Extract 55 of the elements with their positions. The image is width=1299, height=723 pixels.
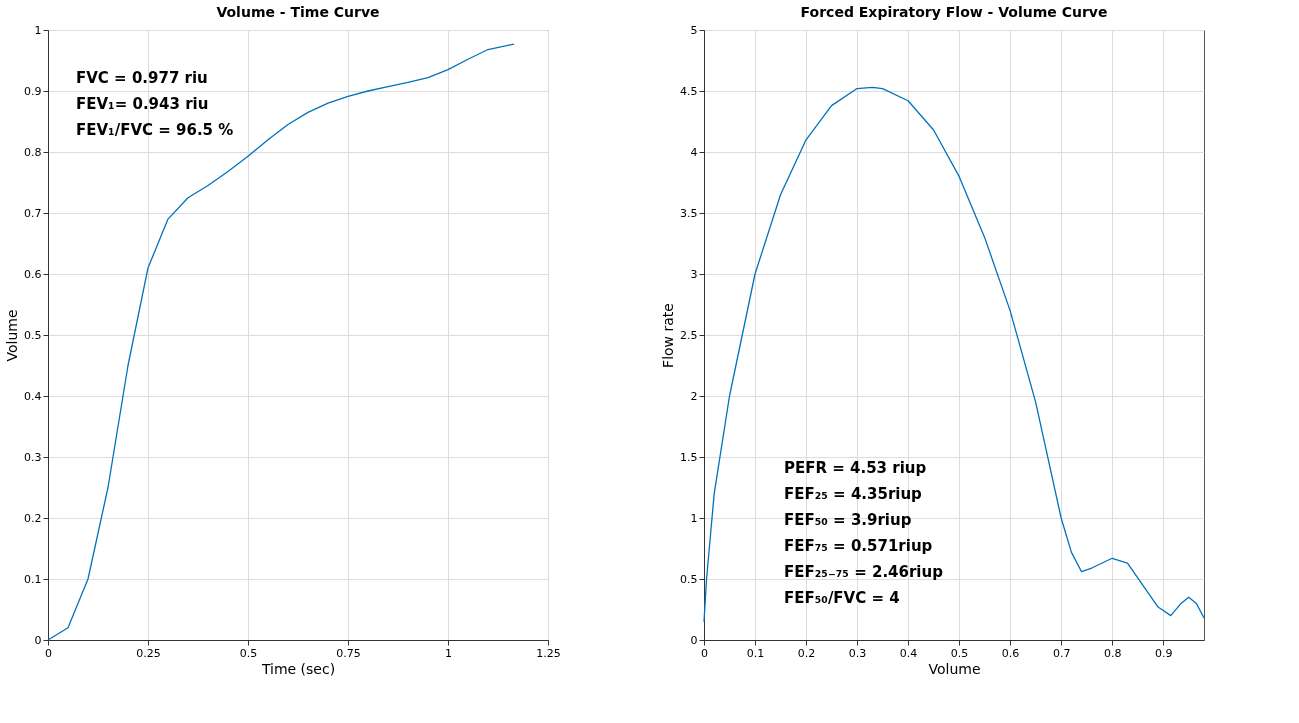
y-tick-label: 1 xyxy=(690,511,698,525)
y-tick-label: 1.5 xyxy=(680,450,698,464)
y-tick-label: 0 xyxy=(690,633,698,647)
y-tick-label: 0.8 xyxy=(24,145,42,159)
y-tick-label: 1 xyxy=(34,23,42,37)
x-tick-label: 0.9 xyxy=(1154,646,1173,660)
y-tick-label: 0.3 xyxy=(24,450,42,464)
x-tick-label: 0.6 xyxy=(1001,646,1020,660)
y-tick-label: 0.5 xyxy=(680,572,698,586)
annotation: FEV₁/FVC = 96.5 % xyxy=(76,121,234,139)
x-tick-label: 0.1 xyxy=(746,646,765,660)
chart-title: Volume - Time Curve xyxy=(216,4,380,20)
x-tick-label: 0.7 xyxy=(1052,646,1071,660)
x-tick-label: 1 xyxy=(445,646,452,660)
y-tick-label: 3 xyxy=(690,267,698,281)
y-tick-label: 2.5 xyxy=(680,328,698,342)
annotation: FEF₂₅ = 4.35riup xyxy=(784,485,923,503)
x-tick-label: 0.5 xyxy=(950,646,969,660)
x-axis-title: Volume xyxy=(928,660,981,677)
x-tick-label: 0 xyxy=(45,646,52,660)
x-tick-label: 0.2 xyxy=(797,646,816,660)
y-tick-label: 2 xyxy=(690,389,698,403)
annotation: FEF₅₀ = 3.9riup xyxy=(784,511,912,529)
y-tick-label: 0.2 xyxy=(24,511,42,525)
annotation: FEF₇₅ = 0.571riup xyxy=(784,537,933,555)
x-tick-label: 1.25 xyxy=(536,646,561,660)
x-tick-label: 0.8 xyxy=(1103,646,1122,660)
x-tick-label: 0.75 xyxy=(336,646,361,660)
y-tick-label: 0 xyxy=(34,633,42,647)
x-tick-label: 0 xyxy=(701,646,708,660)
y-tick-label: 4 xyxy=(690,145,698,159)
annotation: PEFR = 4.53 riup xyxy=(784,459,927,477)
x-axis-title: Time (sec) xyxy=(260,660,336,677)
y-tick-label: 0.6 xyxy=(24,267,42,281)
line-series xyxy=(703,86,1205,623)
y-tick-label: 0.1 xyxy=(24,572,42,586)
x-tick-label: 0.4 xyxy=(899,646,918,660)
x-tick-label: 0.3 xyxy=(848,646,867,660)
y-tick-label: 3.5 xyxy=(680,206,698,220)
line-series xyxy=(47,43,515,641)
x-tick-label: 0.25 xyxy=(136,646,161,660)
y-tick-label: 0.5 xyxy=(24,328,42,342)
annotation: FEF₂₅₋₇₅ = 2.46riup xyxy=(784,563,944,581)
annotation: FEF₅₀/FVC = 4 xyxy=(784,589,900,607)
y-tick-label: 0.7 xyxy=(24,206,42,220)
y-tick-label: 0.9 xyxy=(24,84,42,98)
chart-title: Forced Expiratory Flow - Volume Curve xyxy=(800,4,1108,20)
x-tick-label: 0.5 xyxy=(239,646,258,660)
y-tick-label: 5 xyxy=(690,23,698,37)
y-axis-title: Flow rate xyxy=(660,303,677,368)
annotation: FEV₁= 0.943 riu xyxy=(76,95,209,113)
annotation: FVC = 0.977 riu xyxy=(76,69,208,87)
y-tick-label: 4.5 xyxy=(680,84,698,98)
y-tick-label: 0.4 xyxy=(24,389,42,403)
y-axis-title: Volume xyxy=(4,309,21,362)
